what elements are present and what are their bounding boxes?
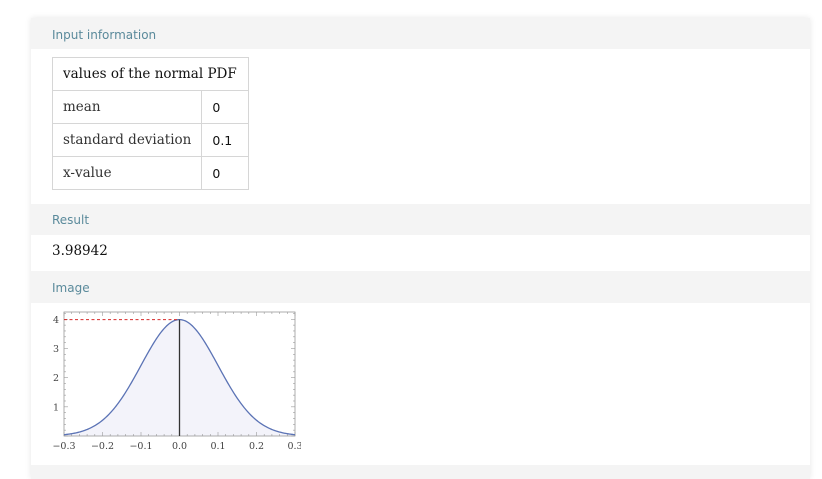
normal-pdf-chart: −0.3 −0.2 −0.1 0.0 0.1 0.2 0.3 1 2 3 4 — [52, 311, 301, 452]
x-tick-label: −0.1 — [129, 441, 152, 452]
row-label-standard-deviation: standard deviation — [51, 123, 203, 157]
table-row: mean 0 — [51, 90, 250, 124]
pdf-curve — [63, 318, 296, 436]
x-tick-label: 0.3 — [287, 441, 301, 452]
result-pod: 3.98942 — [31, 235, 810, 271]
image-title: Image — [52, 281, 90, 295]
row-value-mean: 0 — [201, 90, 250, 124]
y-tick-label: 2 — [53, 373, 59, 384]
table-header-row: values of the normal PDF — [51, 57, 250, 91]
row-value-x-value: 0 — [201, 156, 250, 190]
input-information-pod: values of the normal PDF mean 0 standard… — [31, 49, 810, 204]
y-tick-label: 1 — [53, 402, 59, 413]
table-row: x-value 0 — [51, 156, 250, 190]
image-pod: −0.3 −0.2 −0.1 0.0 0.1 0.2 0.3 1 2 3 4 — [31, 303, 810, 465]
result-card: Input information values of the normal P… — [31, 18, 810, 479]
x-tick-label: 0.1 — [210, 441, 225, 452]
x-tick-label: 0.0 — [172, 441, 187, 452]
y-tick-label: 4 — [53, 315, 59, 326]
row-label-x-value: x-value — [51, 156, 203, 190]
x-tick-label: −0.3 — [52, 441, 75, 452]
table-row: standard deviation 0.1 — [51, 123, 250, 157]
x-tick-label: 0.2 — [249, 441, 264, 452]
input-table: values of the normal PDF mean 0 standard… — [51, 57, 250, 190]
row-label-mean: mean — [51, 90, 203, 124]
y-tick-label: 3 — [53, 344, 59, 355]
table-header: values of the normal PDF — [51, 57, 250, 91]
result-title: Result — [52, 213, 90, 227]
x-tick-label: −0.2 — [91, 441, 114, 452]
input-information-title: Input information — [52, 28, 157, 42]
result-value: 3.98942 — [52, 243, 108, 259]
row-value-standard-deviation: 0.1 — [201, 123, 250, 157]
